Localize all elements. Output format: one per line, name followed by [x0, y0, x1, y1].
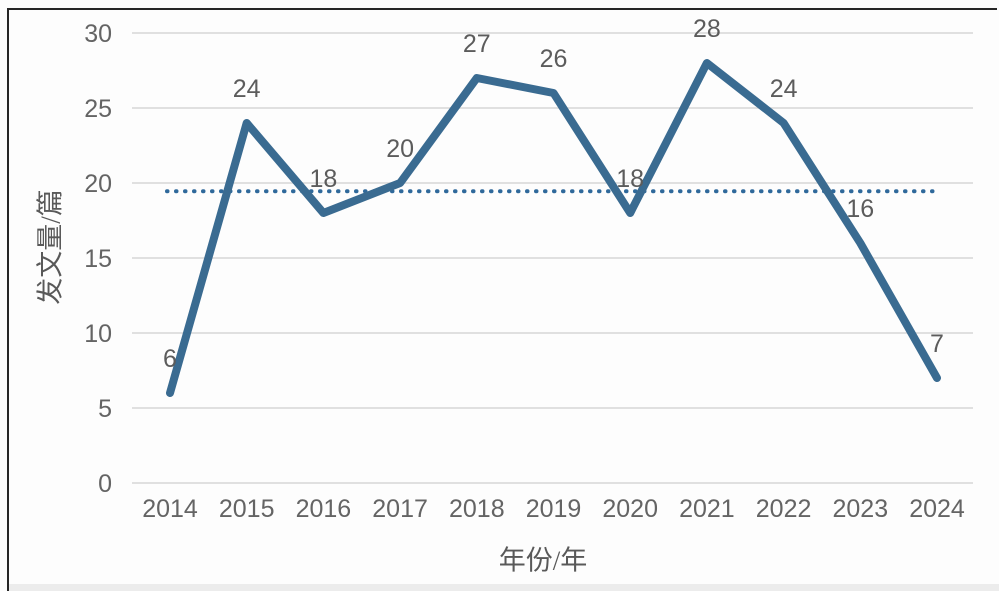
svg-text:2022: 2022	[756, 495, 812, 523]
svg-text:18: 18	[616, 165, 644, 193]
y-tick-labels: 0 5 10 15 20 25 30	[84, 20, 112, 498]
svg-text:2023: 2023	[832, 495, 888, 523]
svg-text:2015: 2015	[219, 495, 275, 523]
svg-text:2017: 2017	[372, 495, 428, 523]
x-axis-title: 年份/年	[498, 545, 588, 576]
page-edge-strip	[9, 584, 999, 591]
svg-text:2019: 2019	[526, 495, 582, 523]
svg-text:20: 20	[84, 170, 112, 198]
x-tick-labels: 2014 2015 2016 2017 2018 2019 2020 2021 2022 2023…	[142, 495, 965, 523]
svg-text:0: 0	[98, 470, 112, 498]
svg-text:2024: 2024	[909, 495, 965, 523]
svg-text:6: 6	[163, 345, 177, 373]
svg-text:18: 18	[309, 165, 337, 193]
svg-text:26: 26	[540, 45, 568, 73]
svg-text:5: 5	[98, 395, 112, 423]
svg-text:16: 16	[846, 195, 874, 223]
y-axis-title: 发文量/篇	[35, 189, 66, 305]
svg-text:20: 20	[386, 135, 414, 163]
series-line	[166, 59, 941, 397]
svg-text:27: 27	[463, 30, 491, 58]
svg-text:24: 24	[233, 75, 261, 103]
svg-text:7: 7	[930, 330, 944, 358]
data-labels: 6 24 18 20 27 26 18 28 24 16 7	[163, 15, 944, 373]
svg-text:15: 15	[84, 245, 112, 273]
svg-text:10: 10	[84, 320, 112, 348]
svg-text:2014: 2014	[142, 495, 198, 523]
svg-text:25: 25	[84, 95, 112, 123]
svg-text:28: 28	[693, 15, 721, 43]
svg-text:2018: 2018	[449, 495, 505, 523]
gridlines	[132, 32, 973, 484]
svg-text:2016: 2016	[296, 495, 352, 523]
svg-text:2020: 2020	[602, 495, 658, 523]
svg-text:24: 24	[770, 75, 798, 103]
svg-text:30: 30	[84, 20, 112, 48]
svg-text:2021: 2021	[679, 495, 735, 523]
